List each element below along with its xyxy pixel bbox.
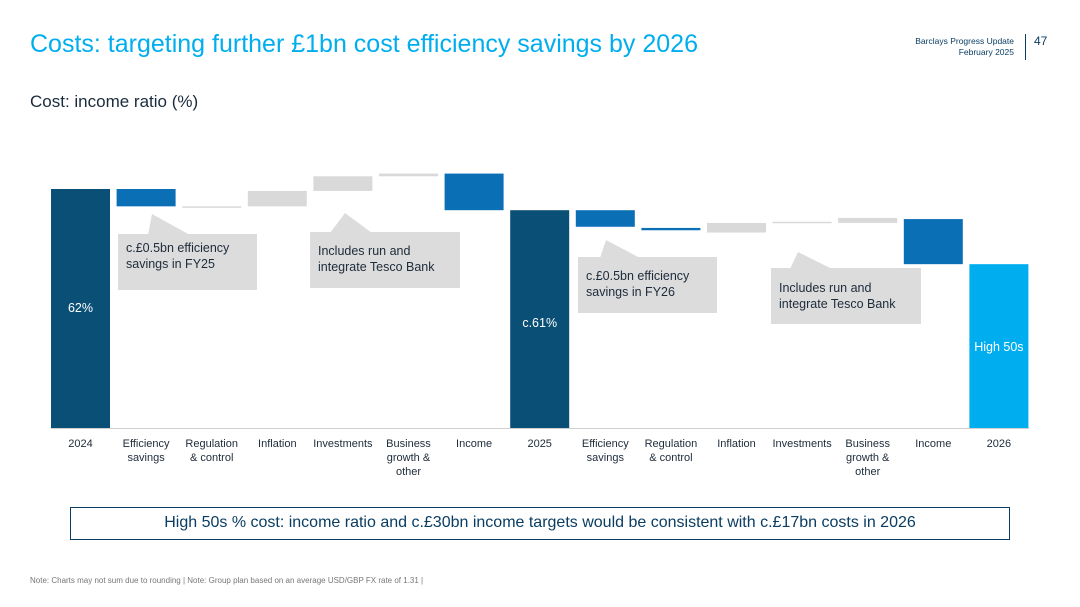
callout-pointer <box>790 252 832 269</box>
x-tick-label: growth & <box>846 452 890 464</box>
x-tick-label: Investments <box>313 438 373 450</box>
total-bar-14 <box>969 264 1029 428</box>
callout-pointer <box>148 214 190 235</box>
callout-efficiency-fy25: c.£0.5bn efficiency savings in FY25 <box>118 234 257 290</box>
callout-line: savings in FY25 <box>126 257 215 271</box>
delta-bar-12 <box>838 217 898 223</box>
footnote: Note: Charts may not sum due to rounding… <box>30 576 424 585</box>
callout-line: Includes run and <box>318 244 411 258</box>
x-tick-label: savings <box>127 452 165 464</box>
callout-pointer <box>330 213 372 233</box>
waterfall-chart: 62% 2024 Efficiency savings Regulation & cont… <box>51 173 1029 478</box>
x-tick-label: Investments <box>772 438 832 450</box>
callout-line: c.£0.5bn efficiency <box>126 241 230 255</box>
callout-tesco-2026: Includes run and integrate Tesco Bank <box>771 268 921 324</box>
x-tick-label: Business <box>845 438 890 450</box>
delta-bar-8 <box>575 210 635 227</box>
callout-efficiency-fy26: c.£0.5bn efficiency savings in FY26 <box>578 257 717 313</box>
delta-bar-3 <box>247 190 307 207</box>
callout-line: Includes run and <box>779 281 872 295</box>
delta-bar-4 <box>313 176 373 191</box>
summary-banner: High 50s % cost: income ratio and c.£30b… <box>70 507 1010 540</box>
header-line-1: Barclays Progress Update <box>915 36 1014 46</box>
callout-line: c.£0.5bn efficiency <box>586 269 690 283</box>
bar-value-label: c.61% <box>522 316 557 330</box>
x-tick-label: Inflation <box>258 438 297 450</box>
x-tick-label: other <box>855 466 880 478</box>
x-tick-label: savings <box>587 452 625 464</box>
delta-bar-6 <box>444 173 504 211</box>
total-bar-7 <box>510 210 570 428</box>
x-tick-label: Efficiency <box>582 438 629 450</box>
x-tick-label: Business <box>386 438 431 450</box>
bar-value-label: High 50s <box>974 340 1023 354</box>
header-line-2: February 2025 <box>958 47 1014 57</box>
delta-bar-10 <box>707 222 766 233</box>
page-title: Costs: targeting further £1bn cost effic… <box>30 30 698 58</box>
delta-bar-5 <box>379 173 438 177</box>
delta-bar-13 <box>903 219 963 265</box>
x-tick-label: Regulation <box>645 438 698 450</box>
x-tick-label: Regulation <box>185 438 238 450</box>
callout-pointer <box>600 240 640 258</box>
x-tick-label: Inflation <box>717 438 756 450</box>
page-number: 47 <box>1034 34 1048 48</box>
x-tick-label: Efficiency <box>123 438 170 450</box>
x-tick-label: Income <box>456 438 492 450</box>
callout-line: savings in FY26 <box>586 285 675 299</box>
x-tick-label: & control <box>649 452 692 464</box>
bar-value-label: 62% <box>68 301 93 315</box>
delta-bar-9 <box>641 227 701 231</box>
x-tick-label: 2025 <box>527 438 551 450</box>
header-info: Barclays Progress Update February 2025 <box>915 36 1014 58</box>
callout-line: integrate Tesco Bank <box>318 260 435 274</box>
x-tick-label: other <box>396 466 421 478</box>
x-tick-label: 2024 <box>68 438 92 450</box>
header-divider <box>1025 34 1026 60</box>
chart-title: Cost: income ratio (%) <box>30 92 199 111</box>
delta-bar-11 <box>772 221 832 224</box>
callout-line: integrate Tesco Bank <box>779 297 896 311</box>
x-tick-label: growth & <box>387 452 431 464</box>
x-tick-label: 2026 <box>987 438 1011 450</box>
x-tick-label: Income <box>915 438 951 450</box>
total-bar-0 <box>51 189 110 428</box>
callout-tesco-2025: Includes run and integrate Tesco Bank <box>310 232 460 288</box>
delta-bar-2 <box>182 206 242 208</box>
x-tick-label: & control <box>190 452 233 464</box>
delta-bar-1 <box>116 189 176 207</box>
